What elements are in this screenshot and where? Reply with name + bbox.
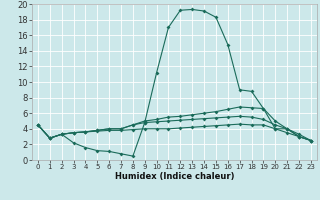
X-axis label: Humidex (Indice chaleur): Humidex (Indice chaleur) (115, 172, 234, 181)
